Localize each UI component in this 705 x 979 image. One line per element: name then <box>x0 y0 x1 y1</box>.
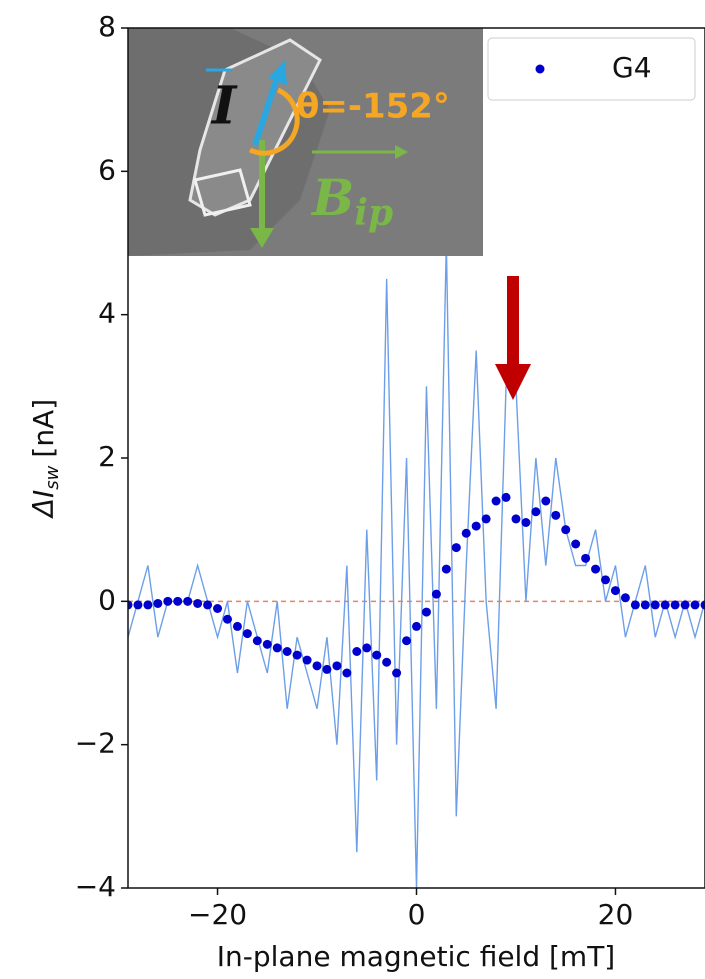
data-point <box>422 608 431 617</box>
data-point <box>561 525 570 534</box>
data-point <box>651 600 660 609</box>
data-point <box>511 514 520 523</box>
y-label-sub: sw <box>42 465 63 489</box>
data-point <box>322 665 331 674</box>
data-point <box>283 647 292 656</box>
data-point <box>263 640 272 649</box>
data-point <box>273 643 282 652</box>
data-point <box>392 669 401 678</box>
data-point <box>492 497 501 506</box>
data-point <box>691 600 700 609</box>
data-point <box>313 661 322 670</box>
data-point <box>541 497 550 506</box>
data-point <box>412 622 421 631</box>
inset-current-label: I <box>210 76 238 137</box>
inset-image: I θ=-152° Bip <box>128 28 483 256</box>
data-point <box>621 593 630 602</box>
inset-angle-label: θ=-152° <box>296 87 450 127</box>
data-point <box>133 600 142 609</box>
y-tick-label: 4 <box>98 297 116 330</box>
data-point <box>223 615 232 624</box>
data-point <box>233 622 242 631</box>
plot-area <box>124 243 705 888</box>
data-point <box>611 586 620 595</box>
data-point <box>442 565 451 574</box>
data-point <box>581 554 590 563</box>
y-tick-label: −2 <box>75 727 116 760</box>
data-point <box>472 522 481 531</box>
y-axis-label: ΔIsw [nA] <box>27 399 63 519</box>
data-point <box>591 565 600 574</box>
data-point <box>402 636 411 645</box>
data-point <box>352 647 361 656</box>
data-point <box>462 529 471 538</box>
highlight-arrow <box>495 276 531 400</box>
data-point <box>332 661 341 670</box>
data-point <box>163 597 172 606</box>
data-point <box>303 656 312 665</box>
y-tick-label: 8 <box>98 10 116 43</box>
data-point <box>253 636 262 645</box>
data-point <box>372 651 381 660</box>
legend: G4 <box>488 38 695 100</box>
y-tick-label: 6 <box>98 153 116 186</box>
data-point <box>681 600 690 609</box>
inset-field: B <box>310 168 354 227</box>
y-label-unit: [nA] <box>27 399 60 458</box>
data-point <box>203 600 212 609</box>
data-point <box>601 575 610 584</box>
data-point <box>183 597 192 606</box>
data-point <box>671 600 680 609</box>
data-point <box>173 597 182 606</box>
data-point <box>641 600 650 609</box>
data-point <box>531 507 540 516</box>
x-tick-label: −20 <box>188 898 247 931</box>
x-tick-label: 0 <box>408 898 426 931</box>
chart: I θ=-152° Bip G4 ΔIsw [nA] In-plane magne… <box>0 0 705 979</box>
data-point <box>661 600 670 609</box>
data-point <box>143 600 152 609</box>
data-point <box>362 643 371 652</box>
legend-marker <box>536 65 545 74</box>
data-point <box>551 511 560 520</box>
data-point <box>432 590 441 599</box>
data-point <box>342 669 351 678</box>
data-point <box>521 518 530 527</box>
y-tick-label: 0 <box>98 583 116 616</box>
inset-field-sub: ip <box>354 192 393 234</box>
data-point <box>382 658 391 667</box>
data-point <box>213 604 222 613</box>
data-point <box>193 599 202 608</box>
legend-label: G4 <box>612 51 652 84</box>
data-line <box>128 243 705 888</box>
y-tick-label: −4 <box>75 870 116 903</box>
data-point <box>243 629 252 638</box>
data-point <box>293 651 302 660</box>
y-tick-label: 2 <box>98 440 116 473</box>
data-point <box>571 540 580 549</box>
data-point <box>631 600 640 609</box>
data-point <box>502 493 511 502</box>
x-axis-label: In-plane magnetic field [mT] <box>217 940 615 973</box>
data-point <box>452 543 461 552</box>
x-tick-label: 20 <box>598 898 634 931</box>
page: {"chart_data": {"type": "scatter", "x_la… <box>0 0 705 979</box>
y-label-main: ΔI <box>27 490 60 519</box>
data-point <box>482 514 491 523</box>
data-point <box>153 599 162 608</box>
